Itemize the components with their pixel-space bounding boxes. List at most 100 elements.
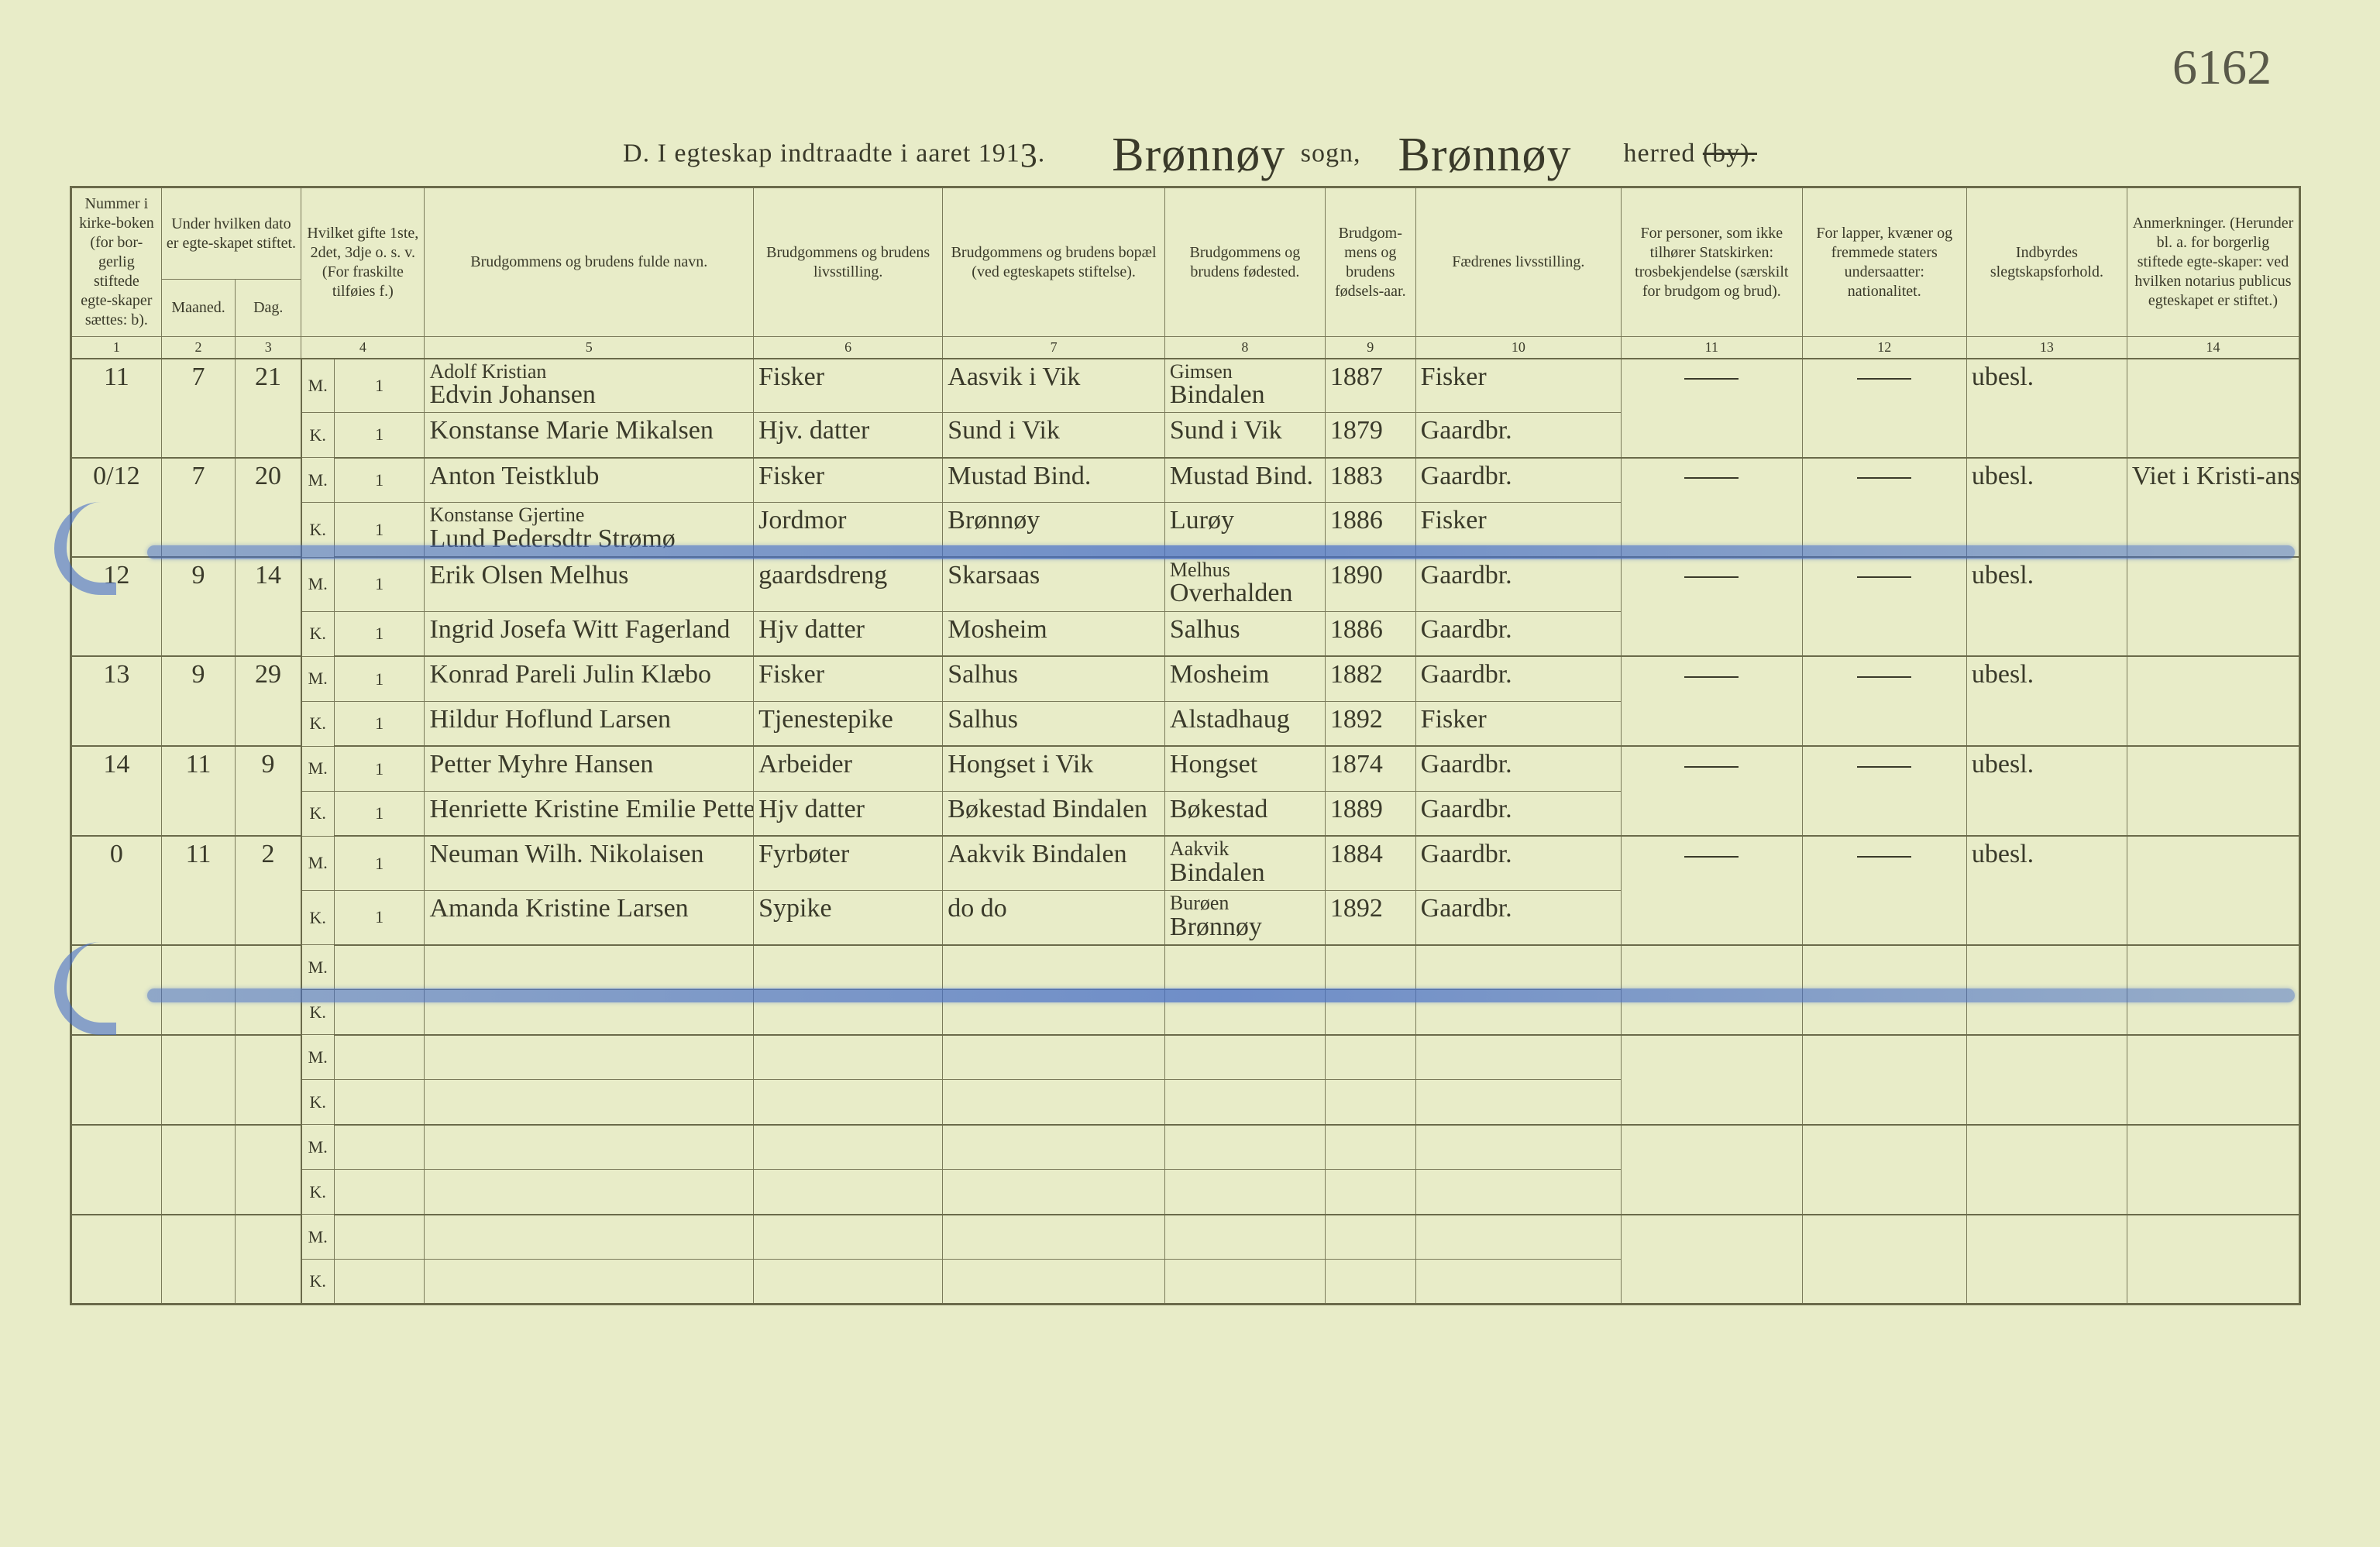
cell: Konrad Pareli Julin Klæbo bbox=[425, 656, 754, 701]
colnum: 5 bbox=[425, 337, 754, 359]
table-row-groom: 13929M.1Konrad Pareli Julin KlæboFiskerS… bbox=[71, 656, 2300, 701]
cell bbox=[754, 1080, 943, 1125]
cell: Viet i Kristi-ansund. bbox=[2127, 458, 2299, 557]
table-row-empty: M. bbox=[71, 1215, 2300, 1260]
cell bbox=[1415, 1035, 1621, 1080]
cell bbox=[425, 1215, 754, 1260]
cell: Petter Myhre Hansen bbox=[425, 746, 754, 791]
cell: ubesl. bbox=[1966, 458, 2127, 557]
hdr-trosbekj: For personer, som ikke tilhører Statskir… bbox=[1622, 187, 1803, 337]
blue-pencil-strike bbox=[147, 545, 2295, 559]
cell bbox=[71, 1125, 162, 1215]
cell: M. bbox=[301, 836, 334, 890]
cell: 11 bbox=[161, 746, 236, 836]
cell bbox=[1622, 1215, 1803, 1305]
colnum: 8 bbox=[1164, 337, 1325, 359]
colnum: 6 bbox=[754, 337, 943, 359]
cell: K. bbox=[301, 701, 334, 746]
cell bbox=[1622, 458, 1803, 557]
cell bbox=[1802, 359, 1966, 458]
hdr-bopael: Brudgommens og brudens bopæl (ved egtesk… bbox=[943, 187, 1165, 337]
page-number-handwritten: 6162 bbox=[2172, 39, 2272, 96]
cell: Henriette Kristine Emilie Pettersen bbox=[425, 791, 754, 836]
cell: ubesl. bbox=[1966, 359, 2127, 458]
hdr-maaned: Maaned. bbox=[161, 280, 236, 337]
cell: 1892 bbox=[1325, 891, 1415, 945]
cell: Sund i Vik bbox=[1164, 413, 1325, 458]
cell: gaardsdreng bbox=[754, 557, 943, 611]
cell bbox=[1415, 1215, 1621, 1260]
cell: M. bbox=[301, 746, 334, 791]
cell: K. bbox=[301, 1170, 334, 1215]
colnum: 1 bbox=[71, 337, 162, 359]
cell: K. bbox=[301, 611, 334, 656]
herred-label: herred bbox=[1624, 139, 1696, 167]
cell bbox=[425, 1260, 754, 1305]
cell bbox=[1966, 1035, 2127, 1125]
cell bbox=[236, 1125, 301, 1215]
cell: Salhus bbox=[943, 656, 1165, 701]
cell: Hildur Hoflund Larsen bbox=[425, 701, 754, 746]
cell: M. bbox=[301, 557, 334, 611]
cell bbox=[1164, 1125, 1325, 1170]
cell bbox=[1415, 1260, 1621, 1305]
hdr-livsstilling: Brudgommens og brudens livsstilling. bbox=[754, 187, 943, 337]
blue-pencil-bracket bbox=[54, 502, 116, 595]
cell: Gaardbr. bbox=[1415, 413, 1621, 458]
cell: Gaardbr. bbox=[1415, 458, 1621, 503]
cell: ubesl. bbox=[1966, 557, 2127, 656]
cell: Gaardbr. bbox=[1415, 656, 1621, 701]
cell: 1884 bbox=[1325, 836, 1415, 890]
table-row-groom: 12914M.1Erik Olsen MelhusgaardsdrengSkar… bbox=[71, 557, 2300, 611]
cell: 1 bbox=[334, 359, 425, 413]
cell: Hjv datter bbox=[754, 611, 943, 656]
cell bbox=[2127, 746, 2299, 836]
cell: 1 bbox=[334, 557, 425, 611]
cell bbox=[1622, 359, 1803, 458]
cell bbox=[943, 945, 1165, 990]
colnum: 14 bbox=[2127, 337, 2299, 359]
cell bbox=[334, 1260, 425, 1305]
cell: Arbeider bbox=[754, 746, 943, 791]
cell bbox=[754, 1170, 943, 1215]
cell: Tjenestepike bbox=[754, 701, 943, 746]
cell bbox=[236, 1035, 301, 1125]
cell: Fisker bbox=[754, 359, 943, 413]
cell bbox=[943, 1080, 1165, 1125]
cell bbox=[161, 1215, 236, 1305]
cell: Hjv datter bbox=[754, 791, 943, 836]
cell: Gaardbr. bbox=[1415, 836, 1621, 890]
table-header: Nummer i kirke-boken (for bor-gerlig sti… bbox=[71, 187, 2300, 359]
cell bbox=[2127, 557, 2299, 656]
cell: 1879 bbox=[1325, 413, 1415, 458]
cell: ubesl. bbox=[1966, 746, 2127, 836]
cell bbox=[1164, 1170, 1325, 1215]
cell: 1 bbox=[334, 458, 425, 503]
sogn-label: sogn, bbox=[1301, 139, 1361, 167]
blue-pencil-bracket bbox=[54, 942, 116, 1035]
cell bbox=[754, 1125, 943, 1170]
cell bbox=[334, 1170, 425, 1215]
cell bbox=[1802, 1035, 1966, 1125]
by-struck: (by). bbox=[1703, 139, 1757, 167]
cell bbox=[943, 1125, 1165, 1170]
cell bbox=[754, 1260, 943, 1305]
table-row-empty: M. bbox=[71, 1035, 2300, 1080]
cell: ubesl. bbox=[1966, 836, 2127, 945]
cell: Mosheim bbox=[1164, 656, 1325, 701]
cell: 1890 bbox=[1325, 557, 1415, 611]
cell: 13 bbox=[71, 656, 162, 746]
cell: 1886 bbox=[1325, 611, 1415, 656]
colnum: 3 bbox=[236, 337, 301, 359]
cell: Fisker bbox=[754, 458, 943, 503]
cell: Mustad Bind. bbox=[1164, 458, 1325, 503]
cell: 1 bbox=[334, 791, 425, 836]
cell bbox=[1164, 945, 1325, 990]
cell bbox=[943, 1035, 1165, 1080]
cell: 7 bbox=[161, 458, 236, 557]
cell: Aakvik Bindalen bbox=[943, 836, 1165, 890]
cell bbox=[161, 1035, 236, 1125]
hdr-dag: Dag. bbox=[236, 280, 301, 337]
table-row-empty: M. bbox=[71, 945, 2300, 990]
cell bbox=[2127, 1035, 2299, 1125]
